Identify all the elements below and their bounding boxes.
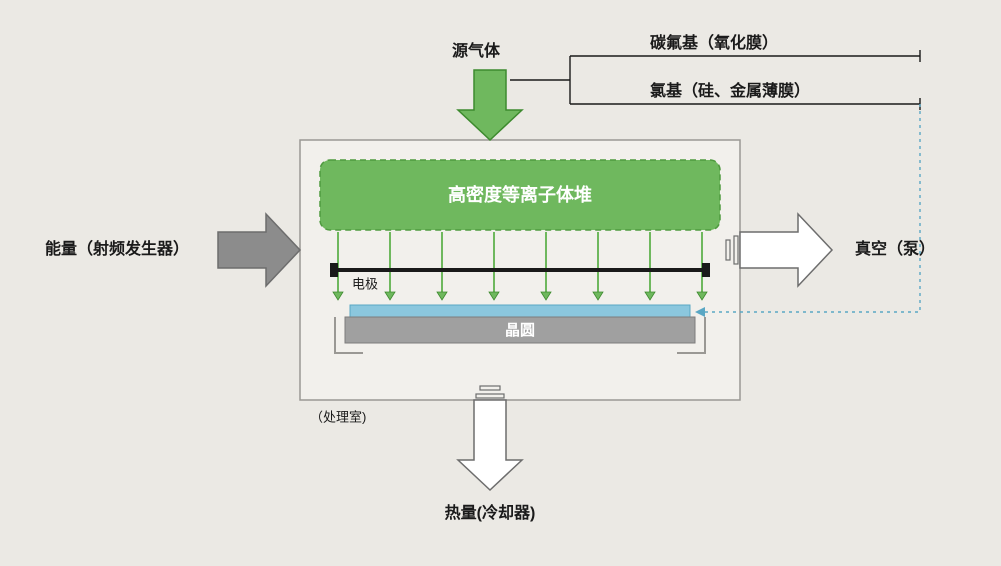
electrode-cap-right: [702, 263, 710, 277]
source-gas-label: 源气体: [452, 41, 501, 60]
vacuum-label: 真空（泵）: [855, 239, 935, 258]
fluorocarbon-label: 碳氟基（氧化膜）: [650, 33, 778, 52]
wafer-label: 晶圆: [505, 322, 535, 339]
wafer-film: [350, 305, 690, 317]
diagram-canvas: 高密度等离子体堆电极晶圆 （处理室) 源气体能量（射频发生器） 真空（泵） 热量(冷却器…: [0, 0, 1001, 566]
chamber-caption: （处理室): [310, 409, 366, 424]
plasma-label: 高密度等离子体堆: [448, 184, 592, 205]
chlorine-label: 氯基（硅、金属薄膜）: [650, 81, 810, 100]
heat-label: 热量(冷却器): [445, 503, 536, 522]
electrode-cap-left: [330, 263, 338, 277]
electrode-label: 电极: [352, 276, 378, 291]
energy-label: 能量（射频发生器）: [45, 239, 189, 258]
